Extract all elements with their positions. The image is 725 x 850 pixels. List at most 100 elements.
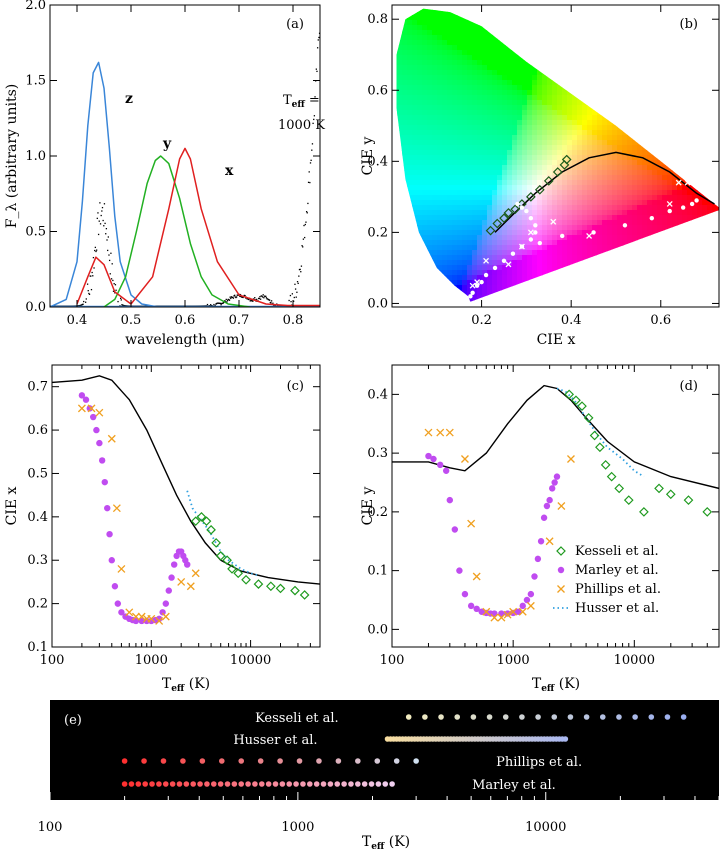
gamut-cell — [657, 300, 663, 302]
gamut-cell — [567, 260, 573, 266]
gamut-cell — [712, 140, 718, 146]
gamut-cell — [517, 130, 523, 136]
gamut-cell — [572, 70, 578, 76]
spectrum-point — [259, 298, 262, 300]
gamut-cell — [492, 115, 498, 121]
gamut-cell — [587, 30, 593, 36]
gamut-cell — [502, 275, 508, 281]
marley-point — [553, 473, 561, 480]
phillips-point — [557, 502, 566, 510]
gamut-cell — [512, 80, 518, 86]
y-tick-label: 0.4 — [367, 387, 388, 402]
gamut-cell — [517, 45, 523, 51]
spectrum-point — [248, 298, 250, 301]
gamut-cell — [577, 295, 583, 301]
gamut-cell — [702, 70, 708, 76]
gamut-cell — [417, 240, 423, 246]
gamut-cell — [667, 35, 673, 41]
gamut-cell — [422, 260, 428, 266]
gamut-cell — [597, 40, 603, 46]
gamut-cell — [547, 120, 553, 126]
gamut-cell — [637, 8, 643, 11]
gamut-cell — [602, 235, 608, 241]
gamut-cell — [652, 165, 658, 171]
gamut-cell — [547, 285, 553, 291]
gamut-cell — [437, 280, 443, 286]
gamut-cell — [587, 10, 593, 16]
gamut-cell — [447, 240, 453, 246]
gamut-cell — [477, 185, 483, 191]
gamut-cell — [662, 40, 668, 46]
gamut-cell — [537, 110, 543, 116]
gamut-cell — [657, 285, 663, 291]
gamut-cell — [712, 165, 718, 171]
gamut-cell — [662, 185, 668, 191]
gamut-cell — [577, 105, 583, 111]
gamut-cell — [577, 165, 583, 171]
gamut-cell — [422, 220, 428, 226]
gamut-cell — [702, 240, 708, 246]
gamut-cell — [657, 130, 663, 136]
gamut-cell — [652, 175, 658, 181]
gamut-cell — [647, 120, 653, 126]
gamut-cell — [602, 275, 608, 281]
gamut-cell — [437, 295, 443, 301]
phillips-point — [482, 607, 491, 616]
gamut-cell — [677, 160, 683, 166]
gamut-cell — [542, 255, 548, 261]
gamut-cell — [587, 130, 593, 136]
gamut-cell — [562, 100, 568, 106]
gamut-cell — [472, 220, 478, 226]
gamut-cell — [427, 155, 433, 161]
gamut-cell — [587, 140, 593, 146]
gamut-cell — [532, 155, 538, 161]
gamut-cell — [492, 195, 498, 201]
gamut-cell — [592, 205, 598, 211]
gamut-cell — [662, 35, 668, 41]
gamut-cell — [442, 20, 448, 26]
gamut-cell — [502, 245, 508, 251]
gamut-cell — [427, 280, 433, 286]
gamut-cell — [412, 140, 418, 146]
gamut-cell — [677, 120, 683, 126]
gamut-cell — [612, 290, 618, 296]
gamut-cell — [672, 245, 678, 251]
gamut-cell — [507, 280, 513, 286]
gamut-cell — [562, 30, 568, 36]
gamut-cell — [652, 65, 658, 71]
gamut-cell — [417, 155, 423, 161]
gamut-cell — [472, 215, 478, 221]
gamut-cell — [537, 295, 543, 301]
gamut-cell — [557, 90, 563, 96]
gamut-cell — [572, 290, 578, 296]
gamut-cell — [422, 255, 428, 261]
gamut-cell — [702, 65, 708, 71]
gamut-cell — [582, 205, 588, 211]
row-point — [551, 714, 558, 720]
gamut-cell — [532, 120, 538, 126]
gamut-cell — [407, 80, 413, 86]
gamut-cell — [597, 100, 603, 106]
gamut-cell — [642, 70, 648, 76]
gamut-cell — [562, 180, 568, 186]
marley-point — [622, 223, 628, 228]
gamut-cell — [432, 200, 438, 206]
gamut-cell — [422, 245, 428, 251]
gamut-cell — [477, 290, 483, 296]
gamut-cell — [402, 190, 408, 196]
spectrum-point — [270, 302, 272, 304]
gamut-cell — [677, 35, 683, 41]
gamut-cell — [552, 155, 558, 161]
gamut-cell — [697, 145, 703, 151]
gamut-cell — [482, 245, 488, 251]
gamut-cell — [677, 8, 683, 11]
y-tick-label: 2.0 — [25, 0, 46, 13]
gamut-cell — [532, 215, 538, 221]
gamut-cell — [622, 230, 628, 236]
gamut-cell — [612, 180, 618, 186]
gamut-cell — [407, 25, 413, 31]
gamut-cell — [717, 275, 719, 281]
gamut-cell — [417, 220, 423, 226]
cross-stroke — [472, 572, 481, 581]
gamut-cell — [402, 165, 408, 171]
